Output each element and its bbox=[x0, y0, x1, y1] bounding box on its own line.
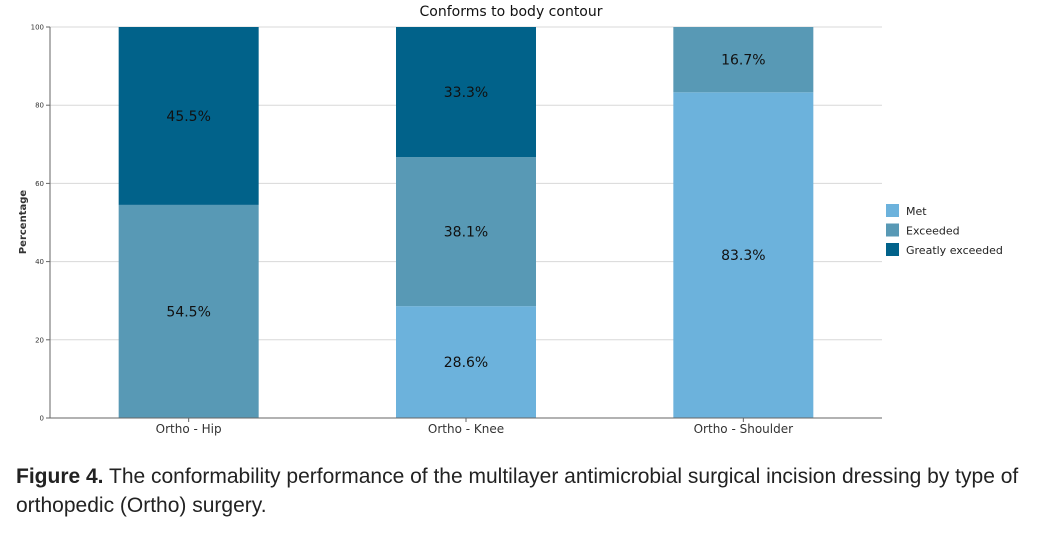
y-tick-label: 40 bbox=[35, 258, 44, 266]
chart-title: Conforms to body contour bbox=[420, 4, 603, 20]
bar-segment bbox=[118, 204, 259, 418]
figure-caption-label: Figure 4. bbox=[16, 465, 104, 488]
data-label: 33.3% bbox=[444, 85, 488, 101]
legend-swatch bbox=[886, 204, 899, 217]
bar-segment bbox=[396, 27, 536, 158]
data-label: 16.7% bbox=[721, 53, 765, 69]
bars: 54.5% 45.5% 28.6% 38.1% 33.3% 83.3% 16.7% bbox=[118, 27, 814, 418]
x-tick-label: Ortho - Hip bbox=[156, 422, 222, 436]
data-label: 45.5% bbox=[166, 109, 210, 125]
y-tick-label: 100 bbox=[31, 24, 44, 32]
y-tick-label: 80 bbox=[35, 102, 44, 110]
data-label: 83.3% bbox=[721, 248, 765, 264]
legend-label: Met bbox=[906, 205, 927, 218]
x-tick-label: Ortho - Shoulder bbox=[694, 422, 793, 436]
data-label: 28.6% bbox=[444, 355, 488, 371]
data-label: 54.5% bbox=[166, 304, 210, 320]
legend-label: Greatly exceeded bbox=[906, 244, 1003, 257]
data-label: 38.1% bbox=[444, 225, 488, 241]
figure-caption-text: The conformability performance of the mu… bbox=[16, 465, 1019, 517]
bar-segment bbox=[396, 157, 536, 307]
bar-segment bbox=[673, 27, 814, 93]
y-tick-label: 0 bbox=[40, 415, 44, 423]
legend-swatch bbox=[886, 243, 899, 256]
y-tick-label: 60 bbox=[35, 180, 44, 188]
legend-swatch bbox=[886, 223, 899, 237]
bar-segment bbox=[673, 92, 814, 418]
y-axis-label: Percentage bbox=[18, 190, 29, 255]
bar-segment bbox=[118, 27, 259, 205]
x-tick-label: Ortho - Knee bbox=[428, 422, 504, 436]
y-tick-label: 20 bbox=[35, 336, 44, 344]
stacked-bar-chart: Conforms to body contour Percentage 54.5… bbox=[18, 4, 1003, 436]
axes: 0 20 40 60 80 100 Ortho - Hip Ortho - Knee Ortho… bbox=[31, 24, 882, 436]
bar-segment bbox=[396, 306, 536, 418]
legend-label: Exceeded bbox=[906, 225, 960, 238]
figure-caption: Figure 4. The conformability performance… bbox=[16, 462, 1026, 520]
legend: Met Exceeded Greatly exceeded bbox=[886, 204, 1003, 257]
